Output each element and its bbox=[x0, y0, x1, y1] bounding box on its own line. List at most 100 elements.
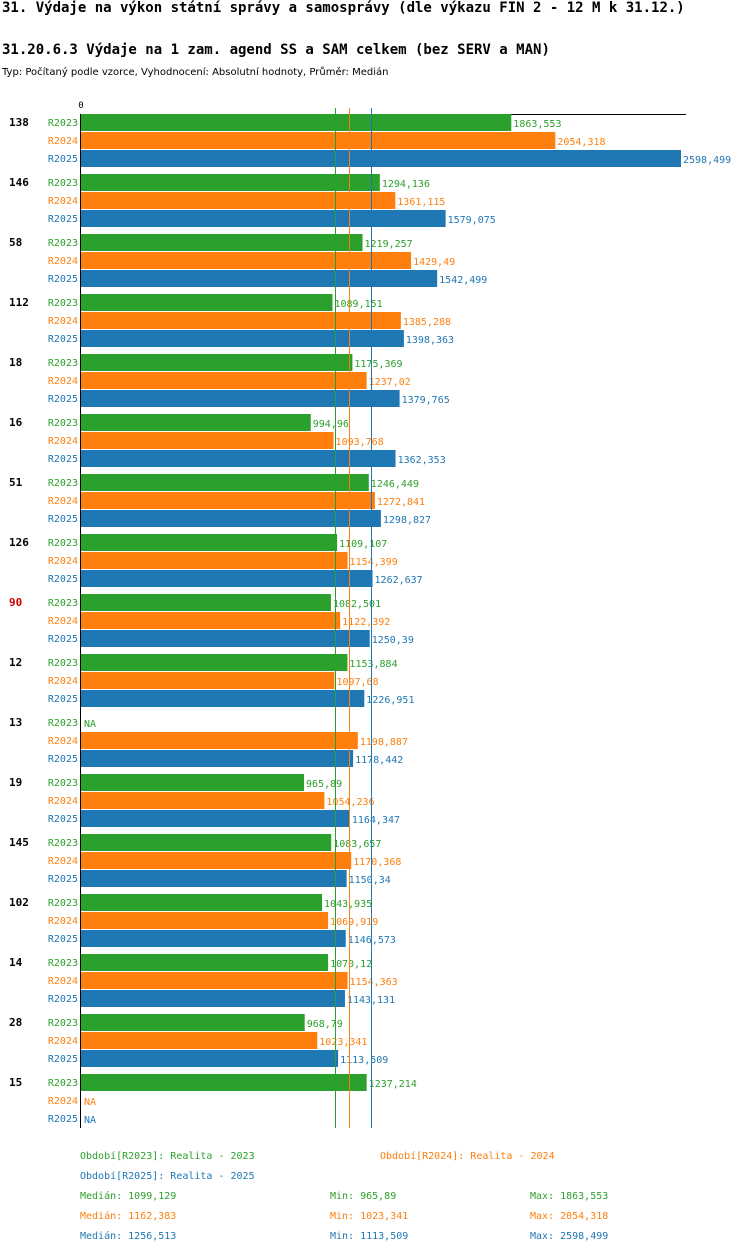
data-label: 965,89 bbox=[306, 779, 342, 790]
category-label: 112 bbox=[9, 296, 29, 309]
bar-r2023 bbox=[81, 834, 332, 851]
data-label: NA bbox=[84, 1115, 96, 1126]
bar-r2024 bbox=[81, 792, 325, 809]
series-label: R2025 bbox=[48, 934, 78, 945]
data-label: 1122,392 bbox=[342, 617, 390, 628]
category-label: 138 bbox=[9, 116, 29, 129]
series-label: R2025 bbox=[48, 214, 78, 225]
series-label: R2025 bbox=[48, 274, 78, 285]
bar-r2025 bbox=[81, 570, 373, 587]
bar-r2024 bbox=[81, 852, 352, 869]
bar-r2024 bbox=[81, 132, 556, 149]
chart-title: 31. Výdaje na výkon státní správy a samo… bbox=[2, 0, 685, 16]
series-label: R2023 bbox=[48, 358, 78, 369]
data-label: NA bbox=[84, 1097, 96, 1108]
category-label: 102 bbox=[9, 896, 29, 909]
category-label: 14 bbox=[9, 956, 23, 969]
stat-median-r2025: Medián: 1256,513 bbox=[80, 1231, 177, 1242]
data-label: 1069,919 bbox=[330, 917, 378, 928]
data-label: 1154,363 bbox=[350, 977, 398, 988]
bar-r2025 bbox=[81, 750, 354, 767]
series-label: R2023 bbox=[48, 298, 78, 309]
series-label: R2024 bbox=[48, 856, 78, 867]
bar-r2023 bbox=[81, 1074, 367, 1091]
series-label: R2024 bbox=[48, 676, 78, 687]
stat-min-r2025: Min: 1113,509 bbox=[330, 1231, 409, 1242]
bar-r2025 bbox=[81, 930, 346, 947]
series-label: R2024 bbox=[48, 316, 78, 327]
data-label: 1198,887 bbox=[360, 737, 408, 748]
series-label: R2024 bbox=[48, 616, 78, 627]
bar-r2024 bbox=[81, 432, 334, 449]
series-label: R2024 bbox=[48, 436, 78, 447]
bar-r2025 bbox=[81, 810, 350, 827]
series-label: R2023 bbox=[48, 118, 78, 129]
data-label: 1178,442 bbox=[355, 755, 403, 766]
bar-r2023 bbox=[81, 294, 333, 311]
series-label: R2023 bbox=[48, 238, 78, 249]
data-label: 1109,107 bbox=[339, 539, 387, 550]
bar-r2025 bbox=[81, 210, 446, 227]
category-label: 126 bbox=[9, 536, 29, 549]
data-label: 1250,39 bbox=[372, 635, 414, 646]
data-label: 1043,935 bbox=[324, 899, 372, 910]
series-label: R2025 bbox=[48, 1054, 78, 1065]
category-label: 19 bbox=[9, 776, 22, 789]
data-label: 1246,449 bbox=[371, 479, 419, 490]
data-label: 1164,347 bbox=[352, 815, 400, 826]
bar-r2025 bbox=[81, 270, 438, 287]
data-label: 1298,827 bbox=[383, 515, 431, 526]
bar-r2024 bbox=[81, 492, 375, 509]
stat-median-r2024: Medián: 1162,383 bbox=[80, 1211, 177, 1222]
bar-r2025 bbox=[81, 990, 345, 1007]
bar-r2023 bbox=[81, 654, 348, 671]
data-label: 1153,884 bbox=[349, 659, 397, 670]
stat-max-r2024: Max: 2054,318 bbox=[530, 1211, 609, 1222]
chart-type-line: Typ: Počítaný podle vzorce, Vyhodnocení:… bbox=[2, 67, 389, 78]
bar-r2025 bbox=[81, 1050, 339, 1067]
series-label: R2023 bbox=[48, 598, 78, 609]
series-label: R2025 bbox=[48, 994, 78, 1005]
series-label: R2023 bbox=[48, 1078, 78, 1089]
category-label: 28 bbox=[9, 1016, 22, 1029]
bar-r2024 bbox=[81, 672, 335, 689]
bar-r2024 bbox=[81, 1032, 318, 1049]
data-label: 1089,151 bbox=[334, 299, 382, 310]
category-label: 18 bbox=[9, 356, 22, 369]
category-label: 146 bbox=[9, 176, 29, 189]
series-label: R2023 bbox=[48, 178, 78, 189]
series-label: R2024 bbox=[48, 136, 78, 147]
data-label: 1863,553 bbox=[513, 119, 561, 130]
series-label: R2023 bbox=[48, 1018, 78, 1029]
series-label: R2023 bbox=[48, 658, 78, 669]
bar-r2023 bbox=[81, 114, 512, 131]
category-label: 90 bbox=[9, 596, 22, 609]
bar-chart: 0 138 R2023 1863,553 R2024 2054,318 R2025 2598,… bbox=[9, 101, 731, 1128]
data-label: 1226,951 bbox=[366, 695, 414, 706]
data-label: 2054,318 bbox=[557, 137, 605, 148]
series-label: R2024 bbox=[48, 916, 78, 927]
data-label: 1150,34 bbox=[349, 875, 391, 886]
legend-item-r2024: Období[R2024]: Realita - 2024 bbox=[380, 1151, 555, 1162]
data-label: 994,96 bbox=[313, 419, 349, 430]
series-label: R2024 bbox=[48, 256, 78, 267]
bar-r2024 bbox=[81, 612, 341, 629]
bar-r2025 bbox=[81, 630, 370, 647]
data-label: 1385,288 bbox=[403, 317, 451, 328]
bar-r2023 bbox=[81, 1014, 305, 1031]
data-label: 1170,368 bbox=[353, 857, 401, 868]
series-label: R2025 bbox=[48, 1114, 78, 1125]
data-label: 1579,075 bbox=[448, 215, 496, 226]
data-label: 1237,214 bbox=[369, 1079, 417, 1090]
data-label: 1398,363 bbox=[406, 335, 454, 346]
series-label: R2025 bbox=[48, 574, 78, 585]
category-label: 51 bbox=[9, 476, 23, 489]
series-label: R2024 bbox=[48, 976, 78, 987]
data-label: 1361,115 bbox=[397, 197, 445, 208]
bar-r2025 bbox=[81, 150, 681, 167]
series-label: R2025 bbox=[48, 454, 78, 465]
series-label: R2025 bbox=[48, 874, 78, 885]
bar-r2024 bbox=[81, 972, 348, 989]
data-label: 1429,49 bbox=[413, 257, 455, 268]
data-label: 1070,12 bbox=[330, 959, 372, 970]
